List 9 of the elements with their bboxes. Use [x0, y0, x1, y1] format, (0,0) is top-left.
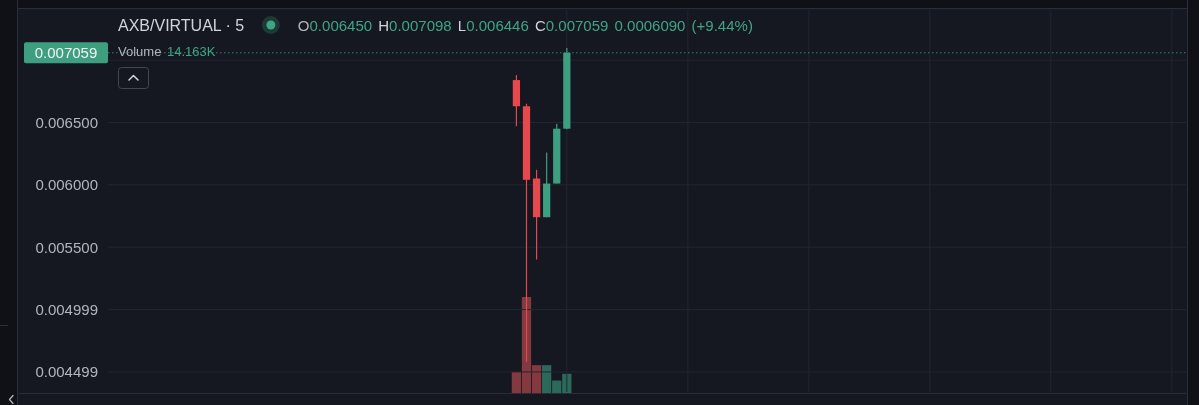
annotation: Volume 14.163K [118, 43, 216, 59]
y-tick-label: 0.006500 [35, 113, 98, 131]
text: AXB/VIRTUAL · 5 [118, 16, 245, 34]
y-tick-label: 0.004999 [35, 301, 98, 319]
y-tick-label: 0.005500 [35, 238, 98, 256]
ref-line-label: 0.007059 [34, 44, 98, 62]
text: O0.006450 H0.007098 L0.006446 C0.007059 0.0006090 (+9.44%) [297, 16, 753, 34]
y-tick-label: 0.004499 [35, 363, 98, 381]
y-tick-label: 0.006000 [35, 176, 98, 194]
